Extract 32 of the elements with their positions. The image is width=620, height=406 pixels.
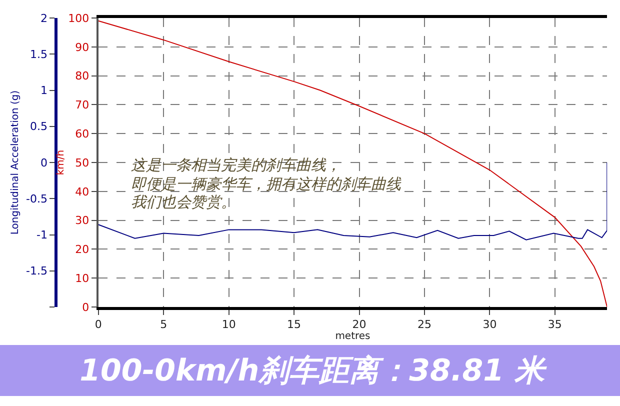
x-tick-label: 20 (352, 318, 366, 332)
x-tick-label: 5 (160, 318, 168, 332)
line-series (98, 20, 608, 307)
y-axis-title: km/h (56, 150, 67, 176)
y-tick-label: 60 (75, 127, 90, 140)
y-tick-label: 0 (82, 300, 90, 314)
y-tick-label: 40 (75, 185, 90, 198)
y-tick-label: 30 (75, 214, 90, 228)
y2-tick-label: -1 (36, 228, 48, 242)
x-tick-label: 0 (94, 318, 102, 332)
y-tick-label: 100 (68, 12, 90, 25)
text: 100-0km/h刹车距离：38.81 米 (80, 354, 548, 388)
x-tick-label: 25 (417, 318, 432, 332)
x-axis-title: metres (335, 331, 370, 342)
y2-tick-label: 0.5 (30, 120, 48, 134)
x-tick-label: 30 (482, 318, 497, 332)
y2-tick-label: 0 (40, 156, 48, 170)
y-tick-label: 90 (75, 40, 90, 54)
y-tick-label: 20 (75, 243, 90, 256)
y2-tick-label: -0.5 (26, 192, 48, 206)
y2-axis-title: Longitudinal Acceleration (g) (10, 90, 21, 235)
y2-tick-label: 2 (40, 12, 48, 25)
y2-tick-label: 1 (40, 84, 48, 98)
y-tick-label: 80 (75, 70, 90, 83)
y-tick-label: 70 (75, 98, 90, 112)
y2-tick-label: 1.5 (30, 48, 48, 61)
x-tick-label: 35 (548, 318, 562, 332)
y-tick-label: 50 (75, 156, 90, 170)
y2-tick-label: -1.5 (26, 264, 48, 278)
x-tick-label: 10 (222, 318, 236, 332)
x-tick-label: 15 (287, 318, 302, 332)
y-tick-label: 10 (75, 272, 90, 285)
